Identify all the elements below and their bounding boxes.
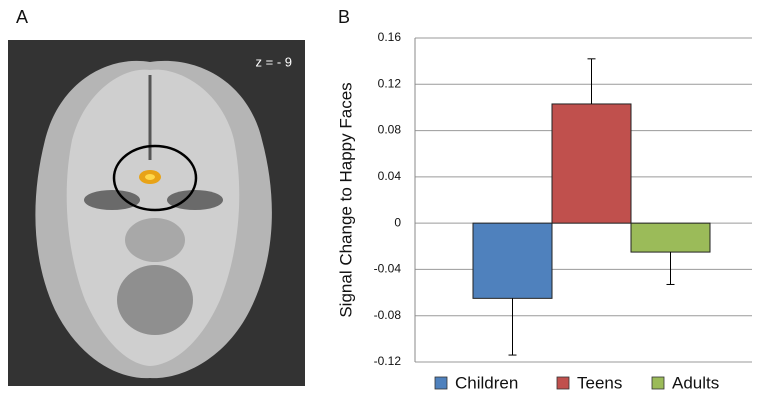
panel-label: B — [338, 7, 350, 27]
legend-label: Teens — [577, 373, 622, 392]
brain-image: z = - 9 — [8, 40, 305, 386]
figure: A z = - 9 B Signal Change to Happy Faces… — [0, 0, 758, 401]
y-tick-label: 0.08 — [378, 123, 402, 137]
y-tick-label: 0 — [394, 215, 401, 229]
plot: -0.12 -0.08 -0.04 0 0.04 0.08 0.12 0.16 Children… — [374, 30, 752, 392]
y-tick-label: -0.12 — [374, 354, 402, 368]
midbrain — [125, 218, 185, 262]
legend-label: Children — [455, 373, 518, 392]
legend-swatch — [652, 377, 664, 389]
bar — [631, 223, 710, 252]
y-axis-title: Signal Change to Happy Faces — [336, 82, 355, 317]
legend-swatch — [557, 377, 569, 389]
bar — [473, 223, 552, 298]
slice-annotation: z = - 9 — [256, 54, 293, 69]
legend-label: Adults — [672, 373, 719, 392]
panel-label: A — [16, 7, 28, 27]
y-tick-label: 0.04 — [378, 169, 402, 183]
y-tick-label: -0.08 — [374, 308, 402, 322]
y-tick-label: -0.04 — [374, 262, 402, 276]
legend-swatch — [435, 377, 447, 389]
activation-core — [145, 174, 155, 180]
sulcus — [84, 190, 140, 210]
y-tick-label: 0.12 — [378, 76, 402, 90]
bar — [552, 104, 631, 223]
cerebellum — [117, 265, 193, 335]
y-tick-label: 0.16 — [378, 30, 402, 44]
